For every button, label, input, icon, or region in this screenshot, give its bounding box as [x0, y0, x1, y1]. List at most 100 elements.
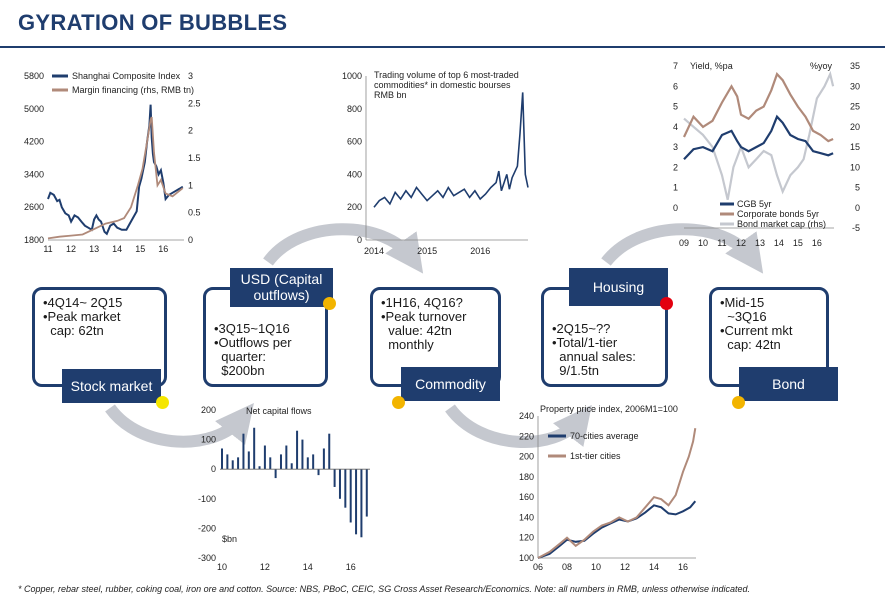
- capital-x-tick: 10: [217, 562, 227, 572]
- bond-detail-3: •Current mkt: [720, 323, 793, 338]
- commodity-series-line: [373, 92, 529, 208]
- usd-detail-4: $200bn: [214, 363, 265, 378]
- stock-market-label: Stock market: [62, 369, 161, 403]
- arrow-commodity-to-housing: [445, 404, 592, 448]
- capital-bar: [253, 427, 256, 470]
- property-y-tick: 240: [519, 411, 534, 421]
- commodity-y-tick: 0: [357, 235, 362, 245]
- capital-bar: [221, 448, 223, 470]
- commodity-annotation: commodities* in domestic bourses: [374, 80, 511, 90]
- property-price-chart: Property price index, 2006M1=100 100 120 14…: [508, 400, 703, 582]
- bond-x-tick: 15: [793, 238, 803, 248]
- capital-bar: [301, 439, 304, 470]
- property-y-tick: 160: [519, 492, 534, 502]
- capital-bar: [312, 454, 315, 470]
- stock-market-detail-2: •Peak market: [43, 309, 121, 324]
- housing-detail-4: 9/1.5tn: [552, 363, 599, 378]
- stock-y-left-tick: 3400: [24, 169, 44, 179]
- bond-y-left-tick: 3: [673, 142, 678, 152]
- commodity-x-tick: 2016: [470, 246, 490, 256]
- commodity-annotation: RMB bn: [374, 90, 407, 100]
- bond-x-tick: 10: [698, 238, 708, 248]
- capital-bar: [274, 469, 277, 479]
- capital-bar: [355, 469, 358, 535]
- capital-bar: [290, 463, 293, 470]
- stock-x-tick: 16: [158, 244, 168, 254]
- commodity-y-tick: 1000: [342, 71, 362, 81]
- capital-bar: [279, 454, 282, 470]
- usd-label-line-2: outflows): [253, 287, 310, 303]
- bond-label: Bond: [739, 367, 838, 401]
- capital-bar: [263, 445, 266, 470]
- bond-legend-label: Bond market cap (rhs): [737, 219, 826, 229]
- bond-series-line: [683, 114, 834, 161]
- stock-x-tick: 15: [135, 244, 145, 254]
- commodity-detail-4: monthly: [381, 337, 434, 352]
- property-y-tick: 140: [519, 512, 534, 522]
- commodity-x-tick: 2015: [417, 246, 437, 256]
- bond-status-dot: [732, 396, 745, 409]
- bond-y-left-tick: 1: [673, 183, 678, 193]
- bond-y-right-tick: 25: [850, 102, 860, 112]
- bond-y-left-label: Yield, %pa: [690, 61, 733, 71]
- usd-detail-3: quarter:: [214, 349, 267, 364]
- commodity-chart-svg: 0 200 400 600 800 1000 2014 2015 2016 Trading vol…: [342, 70, 529, 256]
- commodity-annotation: Trading volume of top 6 most-traded: [374, 70, 519, 80]
- bond-detail-4: cap: 42tn: [720, 337, 781, 352]
- stock-series-line: [47, 104, 184, 236]
- bond-detail-1: •Mid-15: [720, 295, 765, 310]
- title-divider: [0, 46, 885, 48]
- commodity-detail-3: value: 42tn: [381, 323, 452, 338]
- property-title: Property price index, 2006M1=100: [540, 404, 678, 414]
- capital-x-tick: 16: [346, 562, 356, 572]
- property-x-tick: 08: [562, 562, 572, 572]
- arrow-housing-to-bond: [601, 223, 764, 274]
- commodity-status-dot: [392, 396, 405, 409]
- footnote: * Copper, rebar steel, rubber, coking co…: [18, 584, 751, 594]
- stock-y-left-tick: 5000: [24, 104, 44, 114]
- capital-bar: [231, 460, 234, 470]
- property-y-tick: 200: [519, 452, 534, 462]
- bond-yield-chart: Yield, %pa %yoy 0 1 2 3 4 5 6 7 -5 0 5 10 15 20 25 30 35 09…: [668, 58, 868, 258]
- property-x-tick: 14: [649, 562, 659, 572]
- commodity-y-tick: 600: [347, 137, 362, 147]
- capital-bar: [258, 466, 261, 470]
- stock-x-tick: 12: [66, 244, 76, 254]
- capital-bar: [349, 469, 352, 523]
- arrow-stock-to-usd: [105, 402, 254, 448]
- capital-bar: [269, 457, 272, 470]
- property-series-line: [537, 500, 697, 559]
- stock-chart-svg: 1800 2600 3400 4200 5000 5800 0 0.5 1 1.5 2 2.5 3 11 1…: [24, 71, 201, 254]
- property-x-tick: 10: [591, 562, 601, 572]
- commodity-detail-2: •Peak turnover: [381, 309, 467, 324]
- capital-bar: [242, 433, 245, 470]
- property-y-tick: 120: [519, 533, 534, 543]
- stock-y-right-tick: 1.5: [188, 153, 201, 163]
- property-series-line: [537, 428, 697, 559]
- housing-detail-3: annual sales:: [552, 349, 636, 364]
- commodity-x-tick: 2014: [364, 246, 384, 256]
- bond-y-left-tick: 2: [673, 162, 678, 172]
- bond-y-right-tick: -5: [852, 223, 860, 233]
- stock-x-tick: 11: [43, 244, 52, 254]
- property-x-tick: 12: [620, 562, 630, 572]
- stock-x-tick: 14: [112, 244, 122, 254]
- stock-y-right-tick: 0: [188, 235, 193, 245]
- property-x-tick: 06: [533, 562, 543, 572]
- stock-y-right-tick: 2: [188, 126, 193, 136]
- bond-x-tick: 09: [679, 238, 689, 248]
- bond-y-right-tick: 5: [855, 183, 860, 193]
- capital-bar: [333, 469, 336, 487]
- bond-y-left-tick: 5: [673, 102, 678, 112]
- capital-bar: [360, 469, 363, 538]
- bond-y-left-tick: 6: [673, 81, 678, 91]
- bond-x-tick: 12: [736, 238, 746, 248]
- bond-y-right-tick: 35: [850, 61, 860, 71]
- commodity-y-tick: 400: [347, 169, 362, 179]
- property-y-tick: 180: [519, 472, 534, 482]
- bond-y-right-tick: 15: [850, 142, 860, 152]
- stock-market-detail-3: cap: 62tn: [43, 323, 104, 338]
- capital-title: Net capital flows: [246, 406, 312, 416]
- commodity-volume-chart: 0 200 400 600 800 1000 2014 2015 2016 Trading vol…: [330, 64, 530, 259]
- stock-legend-label: Margin financing (rhs, RMB tn): [72, 85, 194, 95]
